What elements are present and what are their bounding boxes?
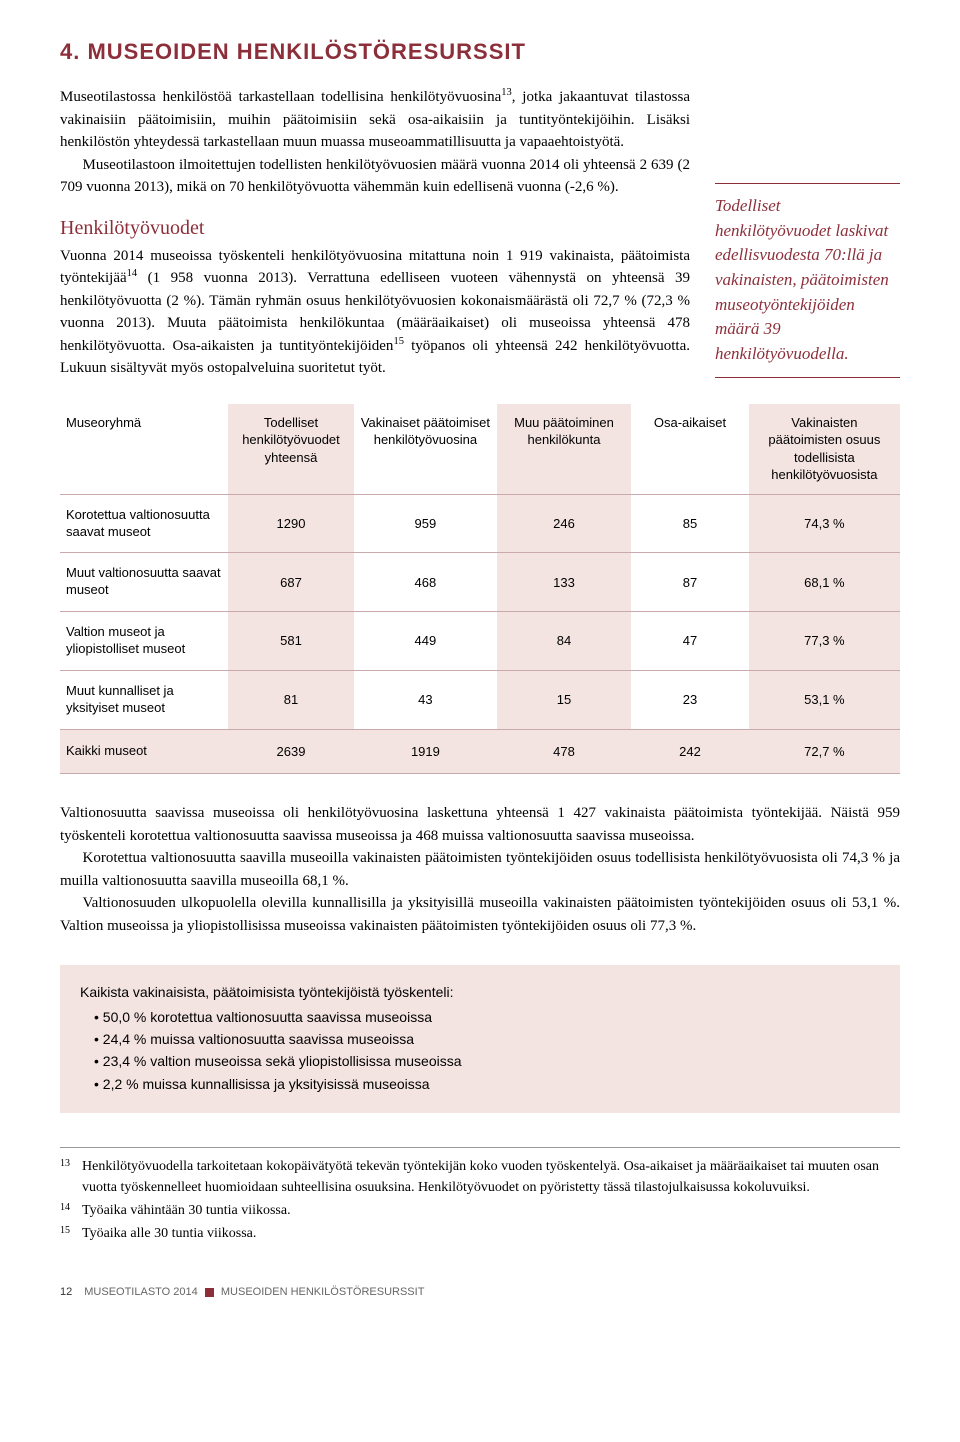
table-cell: 687	[228, 553, 354, 612]
page-title: 4. MUSEOIDEN HENKILÖSTÖRESURSSIT	[60, 35, 900, 68]
table-cell: 15	[497, 671, 631, 730]
table-cell: 1919	[354, 729, 497, 774]
table-cell: 43	[354, 671, 497, 730]
footnote: 15 Työaika alle 30 tuntia viikossa.	[60, 1223, 900, 1244]
table-cell: 47	[631, 612, 749, 671]
table-cell: 23	[631, 671, 749, 730]
table-cell: 2639	[228, 729, 354, 774]
footnote: 13 Henkilötyövuodella tarkoitetaan kokop…	[60, 1156, 900, 1198]
footnote: 14 Työaika vähintään 30 tuntia viikossa.	[60, 1200, 900, 1221]
table-cell: Kaikki museot	[60, 729, 228, 774]
table-row: Korotettua valtionosuutta saavat museot1…	[60, 494, 900, 553]
list-item: 23,4 % valtion museoissa sekä yliopistol…	[94, 1050, 880, 1072]
table-cell: 478	[497, 729, 631, 774]
table-row: Muut kunnalliset ja yksityiset museot814…	[60, 671, 900, 730]
table-cell: 449	[354, 612, 497, 671]
footer-right: MUSEOIDEN HENKILÖSTÖRESURSSIT	[221, 1286, 425, 1298]
footnote-ref: 14	[127, 268, 138, 279]
data-table: Museoryhmä Todelliset henkilötyövuodet y…	[60, 404, 900, 775]
body-text: Valtionosuutta saavissa museoissa oli he…	[60, 802, 900, 937]
table-cell: 81	[228, 671, 354, 730]
table-cell: 1290	[228, 494, 354, 553]
footnote-ref: 15	[393, 336, 404, 347]
table-cell: Valtion museot ja yliopistolliset museot	[60, 612, 228, 671]
table-cell: 133	[497, 553, 631, 612]
list-item: 24,4 % muissa valtionosuutta saavissa mu…	[94, 1028, 880, 1050]
paragraph: Museotilastossa henkilöstöä tarkastellaa…	[60, 86, 690, 154]
paragraph: Valtionosuuden ulkopuolella olevilla kun…	[60, 892, 900, 937]
table-cell: 246	[497, 494, 631, 553]
table-header: Vakinaiset päätoimiset henkilötyövuosina	[354, 404, 497, 495]
page-footer: 12 MUSEOTILASTO 2014 MUSEOIDEN HENKILÖST…	[60, 1284, 900, 1301]
footer-text: MUSEOTILASTO 2014 MUSEOIDEN HENKILÖSTÖRE…	[84, 1284, 424, 1301]
subheading: Henkilötyövuodet	[60, 213, 690, 243]
table-header: Museoryhmä	[60, 404, 228, 495]
table-cell: Muut kunnalliset ja yksityiset museot	[60, 671, 228, 730]
table-header: Osa-aikaiset	[631, 404, 749, 495]
footnote-text: Työaika alle 30 tuntia viikossa.	[82, 1223, 256, 1244]
text: Museotilastossa henkilöstöä tarkastellaa…	[60, 89, 501, 105]
table-cell: 87	[631, 553, 749, 612]
paragraph: Museotilastoon ilmoitettujen todellisten…	[60, 154, 690, 199]
paragraph: Vuonna 2014 museoissa työskenteli henkil…	[60, 245, 690, 380]
footnote-num: 15	[60, 1223, 74, 1244]
highlight-box: Kaikista vakinaisista, päätoimisista työ…	[60, 965, 900, 1113]
table-cell: 581	[228, 612, 354, 671]
list-item: 50,0 % korotettua valtionosuutta saaviss…	[94, 1006, 880, 1028]
footnote-text: Työaika vähintään 30 tuntia viikossa.	[82, 1200, 291, 1221]
footnote-num: 13	[60, 1156, 74, 1198]
table-row: Valtion museot ja yliopistolliset museot…	[60, 612, 900, 671]
square-icon	[205, 1288, 214, 1297]
table-cell: Muut valtionosuutta saavat museot	[60, 553, 228, 612]
box-list: 50,0 % korotettua valtionosuutta saaviss…	[80, 1006, 880, 1096]
footnote-num: 14	[60, 1200, 74, 1221]
footer-left: MUSEOTILASTO 2014	[84, 1286, 198, 1298]
table-cell: 53,1 %	[749, 671, 900, 730]
page-number: 12	[60, 1284, 72, 1301]
table-header: Muu päätoiminen henkilökunta	[497, 404, 631, 495]
table-cell: 77,3 %	[749, 612, 900, 671]
table-header-row: Museoryhmä Todelliset henkilötyövuodet y…	[60, 404, 900, 495]
table-header: Vakinaisten päätoimisten osuus todellisi…	[749, 404, 900, 495]
table-cell: 74,3 %	[749, 494, 900, 553]
table-header: Todelliset henkilötyövuodet yhteensä	[228, 404, 354, 495]
table-cell: 959	[354, 494, 497, 553]
table-cell: 85	[631, 494, 749, 553]
table-cell: 72,7 %	[749, 729, 900, 774]
footnotes: 13 Henkilötyövuodella tarkoitetaan kokop…	[60, 1147, 900, 1244]
table-cell: Korotettua valtionosuutta saavat museot	[60, 494, 228, 553]
list-item: 2,2 % muissa kunnallisissa ja yksityisis…	[94, 1073, 880, 1095]
main-text-column: Museotilastossa henkilöstöä tarkastellaa…	[60, 86, 690, 380]
footnote-text: Henkilötyövuodella tarkoitetaan kokopäiv…	[82, 1156, 900, 1198]
table-cell: 68,1 %	[749, 553, 900, 612]
box-title: Kaikista vakinaisista, päätoimisista työ…	[80, 981, 880, 1003]
table-row: Muut valtionosuutta saavat museot6874681…	[60, 553, 900, 612]
table-cell: 242	[631, 729, 749, 774]
paragraph: Valtionosuutta saavissa museoissa oli he…	[60, 802, 900, 847]
side-callout: Todelliset henkilötyövuodet laskivat ede…	[715, 183, 900, 377]
footnote-ref: 13	[501, 87, 512, 98]
paragraph: Korotettua valtionosuutta saavilla museo…	[60, 847, 900, 892]
table-cell: 84	[497, 612, 631, 671]
table-cell: 468	[354, 553, 497, 612]
table-row: Kaikki museot2639191947824272,7 %	[60, 729, 900, 774]
